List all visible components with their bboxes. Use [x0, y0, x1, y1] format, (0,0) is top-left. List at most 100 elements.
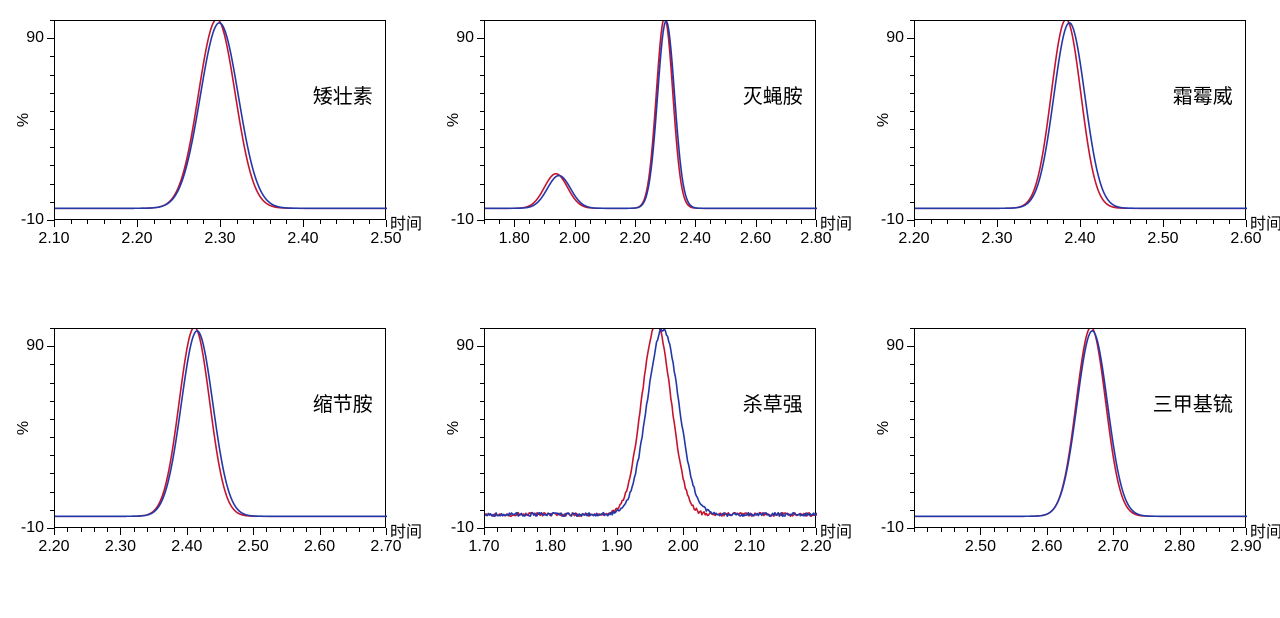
x-minor-tick-mark: [1100, 528, 1101, 532]
x-minor-tick-mark: [657, 528, 658, 532]
x-minor-tick-mark: [559, 220, 560, 224]
x-minor-tick-mark: [154, 220, 155, 224]
x-tick-mark: [980, 528, 981, 535]
compound-label: 灭蝇胺: [743, 80, 803, 109]
x-minor-tick-mark: [1213, 220, 1214, 224]
x-tick-mark: [617, 528, 618, 535]
x-tick-mark: [1047, 528, 1048, 535]
x-minor-tick-mark: [1113, 220, 1114, 224]
x-tick-label: 1.80: [499, 230, 530, 248]
y-tick-mark: [907, 528, 914, 529]
x-minor-tick-mark: [696, 528, 697, 532]
x-tick-label: 2.50: [965, 538, 996, 556]
x-tick-label: 2.20: [898, 230, 929, 248]
x-minor-tick-mark: [237, 220, 238, 224]
y-minor-tick-mark: [910, 401, 914, 402]
y-minor-tick-mark: [910, 93, 914, 94]
x-minor-tick-mark: [776, 528, 777, 532]
y-minor-tick-mark: [910, 455, 914, 456]
y-axis-title: %: [445, 421, 463, 435]
x-minor-tick-mark: [763, 528, 764, 532]
x-minor-tick-mark: [107, 528, 108, 532]
series-a: [485, 322, 817, 516]
x-minor-tick-mark: [187, 220, 188, 224]
x-tick-mark: [320, 528, 321, 535]
y-minor-tick-mark: [50, 419, 54, 420]
x-tick-label: 2.80: [1164, 538, 1195, 556]
y-minor-tick-mark: [480, 56, 484, 57]
x-minor-tick-mark: [670, 528, 671, 532]
x-tick-label: 2.20: [619, 230, 650, 248]
chart-panel-p11: -1090%2.102.202.302.402.50时间矮壮素: [54, 20, 434, 260]
y-minor-tick-mark: [480, 492, 484, 493]
x-minor-tick-mark: [160, 528, 161, 532]
x-minor-tick-mark: [1047, 220, 1048, 224]
x-minor-tick-mark: [499, 220, 500, 224]
x-tick-mark: [187, 528, 188, 535]
x-minor-tick-mark: [605, 220, 606, 224]
series-a: [55, 327, 387, 516]
x-minor-tick-mark: [537, 528, 538, 532]
x-minor-tick-mark: [203, 220, 204, 224]
series-b: [55, 331, 387, 516]
y-minor-tick-mark: [50, 455, 54, 456]
x-tick-label: 2.10: [38, 230, 69, 248]
y-tick-mark: [477, 346, 484, 347]
x-tick-mark: [137, 220, 138, 227]
series-b: [485, 329, 817, 516]
x-tick-mark: [120, 528, 121, 535]
y-minor-tick-mark: [910, 510, 914, 511]
x-minor-tick-mark: [914, 528, 915, 532]
x-minor-tick-mark: [213, 528, 214, 532]
x-tick-label: 2.40: [1064, 230, 1095, 248]
plot-area: [484, 328, 816, 528]
y-minor-tick-mark: [50, 364, 54, 365]
x-tick-mark: [997, 220, 998, 227]
x-tick-mark: [253, 528, 254, 535]
y-minor-tick-mark: [50, 165, 54, 166]
y-minor-tick-mark: [50, 56, 54, 57]
y-minor-tick-mark: [480, 20, 484, 21]
x-minor-tick-mark: [577, 528, 578, 532]
x-minor-tick-mark: [741, 220, 742, 224]
y-minor-tick-mark: [480, 165, 484, 166]
y-minor-tick-mark: [50, 202, 54, 203]
y-axis-title: %: [15, 113, 33, 127]
series-a: [915, 19, 1247, 208]
x-minor-tick-mark: [253, 220, 254, 224]
compound-label: 霜霉威: [1173, 80, 1233, 109]
x-minor-tick-mark: [931, 220, 932, 224]
y-minor-tick-mark: [910, 328, 914, 329]
x-minor-tick-mark: [771, 220, 772, 224]
x-minor-tick-mark: [227, 528, 228, 532]
y-tick-label: -10: [21, 519, 44, 537]
x-tick-label: 2.60: [740, 230, 771, 248]
y-minor-tick-mark: [480, 129, 484, 130]
y-minor-tick-mark: [50, 510, 54, 511]
y-minor-tick-mark: [480, 364, 484, 365]
x-minor-tick-mark: [803, 528, 804, 532]
x-minor-tick-mark: [87, 220, 88, 224]
x-minor-tick-mark: [954, 528, 955, 532]
x-minor-tick-mark: [336, 220, 337, 224]
x-minor-tick-mark: [941, 528, 942, 532]
chart-panel-p13: -1090%2.202.302.402.502.60时间霜霉威: [914, 20, 1280, 260]
x-minor-tick-mark: [994, 528, 995, 532]
x-minor-tick-mark: [484, 220, 485, 224]
y-minor-tick-mark: [910, 202, 914, 203]
x-tick-mark: [303, 220, 304, 227]
x-minor-tick-mark: [1060, 528, 1061, 532]
x-minor-tick-mark: [524, 528, 525, 532]
x-tick-mark: [1246, 528, 1247, 535]
chromatogram-curves: [915, 329, 1247, 529]
y-tick-label: 90: [886, 29, 904, 47]
x-minor-tick-mark: [359, 528, 360, 532]
y-minor-tick-mark: [480, 401, 484, 402]
y-minor-tick-mark: [50, 473, 54, 474]
chromatogram-curves: [55, 329, 387, 529]
y-tick-mark: [477, 528, 484, 529]
y-minor-tick-mark: [910, 129, 914, 130]
plot-area: [914, 328, 1246, 528]
x-minor-tick-mark: [333, 528, 334, 532]
plot-area: [484, 20, 816, 220]
